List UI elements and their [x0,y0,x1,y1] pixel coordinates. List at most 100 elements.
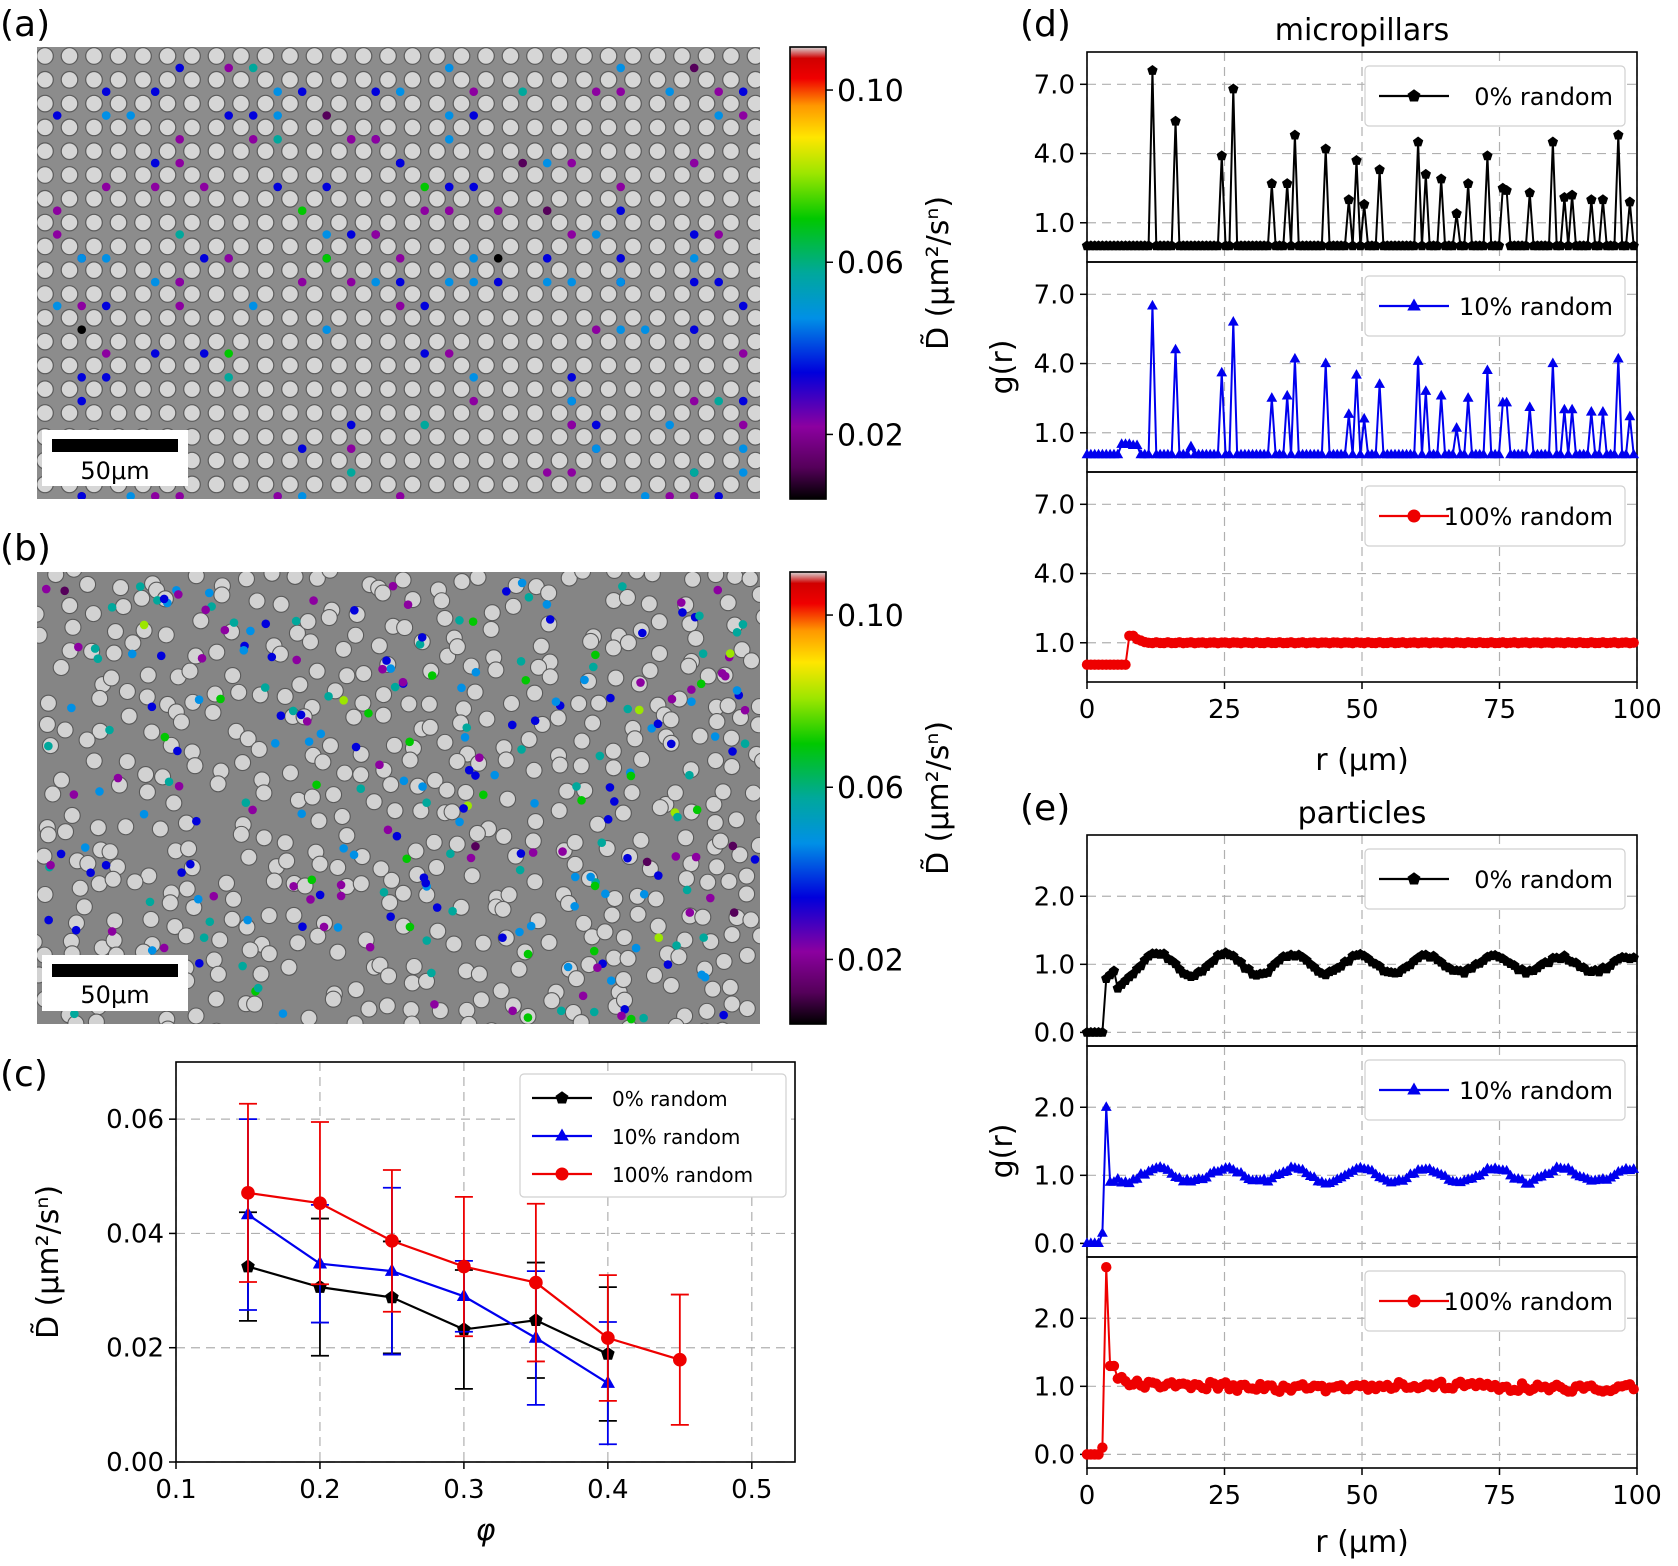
y-tick-label: 7.0 [1034,280,1075,310]
pillar [607,669,625,687]
pillar [63,806,81,825]
data-point [673,1352,687,1367]
pillar [255,784,273,802]
particle-dot [93,654,103,663]
pillar [354,94,373,113]
pillar [79,854,97,873]
particle-dot [150,182,160,192]
particle-dot [77,253,86,263]
pillar [60,261,79,280]
pillar [746,285,760,303]
pillar [403,404,422,422]
pillar [289,791,307,809]
pillar [755,809,760,825]
scalebar-a-label: 50μm [80,457,149,485]
pillar [532,637,550,655]
pillar [525,761,543,779]
pillar [495,827,513,845]
pillar [436,733,454,751]
particle-dot [638,628,647,638]
data-point [529,1275,543,1290]
series-markers [1081,947,1639,1037]
particle-dot [420,420,430,430]
particle-dot [199,349,209,358]
data-point [1543,240,1555,251]
pillar [747,500,764,517]
pillar [697,427,716,446]
pillar [551,756,569,774]
pillar [501,285,520,303]
particle-dot [193,894,203,904]
pillar [256,427,275,446]
pillar [84,605,102,623]
pillar [526,285,544,303]
particle-dot [364,708,373,718]
pillar [716,1021,729,1024]
pillar [280,958,298,976]
particle-dot [297,277,307,287]
pillar [722,285,740,303]
particle-dot [591,325,601,335]
pillar [452,261,471,280]
pillar [158,380,177,399]
pillar [354,404,373,422]
colorbar-frame [789,571,827,1025]
pillar [624,308,642,327]
data-point [1482,364,1493,375]
pillar [330,189,348,208]
pillar [207,427,226,446]
pillar [751,585,760,603]
pillar [379,332,397,351]
pillar [300,1009,318,1024]
particle-dot [302,717,312,726]
pillar [706,814,724,832]
data-point [1582,240,1593,251]
particle-dot [493,277,503,287]
pillar [285,906,303,924]
pillar [276,687,294,706]
pillar [648,356,667,375]
pillar [85,166,103,184]
pillar [425,833,443,851]
x-tick-label: 75 [1483,695,1516,725]
pillar [232,380,250,399]
pillar [133,589,151,607]
particle-dot [653,719,663,729]
pillar [526,873,544,891]
pillar [365,793,383,811]
y-tick-label: 0.02 [106,1334,164,1364]
pillar [429,922,447,940]
pillar [428,427,446,446]
pillar [192,612,210,630]
pillar [310,812,328,830]
pillar [477,308,495,327]
pillar [746,166,760,184]
pillar [407,842,425,860]
particle-dot [69,790,79,799]
pillar [37,261,54,280]
pillar [722,142,740,161]
pillar [394,884,412,902]
pillar [624,475,642,494]
particle-dot [276,711,286,720]
data-point [1212,240,1224,251]
particle-dot [390,682,400,692]
pillar [550,285,569,303]
pillar [256,118,275,137]
pillar [67,1015,85,1024]
pillar [673,94,691,113]
pillar [56,823,75,841]
pillar [256,356,275,375]
pillar [599,213,618,232]
pillar [109,285,128,303]
y-tick-label: 4.0 [1034,140,1075,170]
series-line [247,1265,609,1355]
particle-dot [623,853,632,863]
particle-dot [515,927,524,937]
particle-dot [567,373,576,382]
legend-frame [1364,848,1626,910]
pillar [487,661,505,679]
particle-dot [260,683,270,692]
panel-label-e: (e) [1020,788,1070,829]
